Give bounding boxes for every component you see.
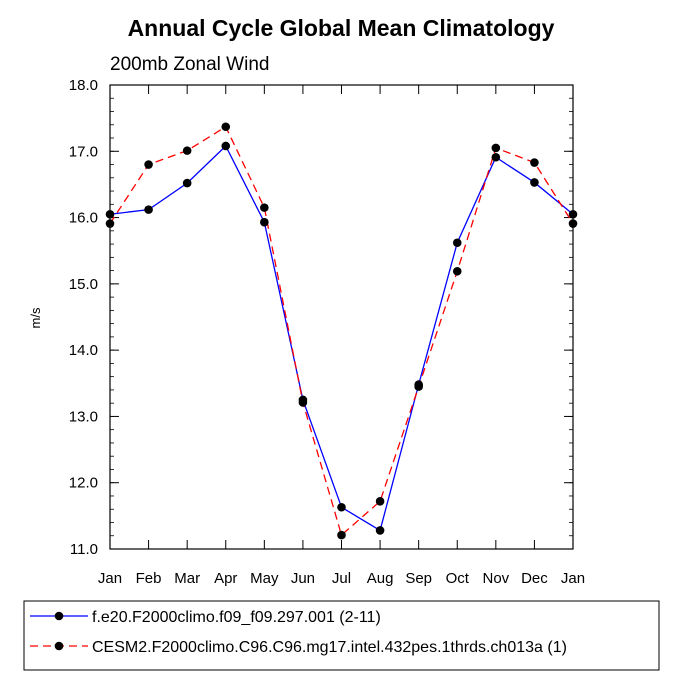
legend: f.e20.F2000climo.f09_f09.297.001 (2-11) C… [30,609,567,656]
chart-subtitle: 200mb Zonal Wind [110,54,269,75]
data-point [260,203,269,212]
data-point [568,219,578,228]
axis-ticks [109,84,574,550]
x-tick-label: Jun [291,570,315,587]
y-tick-label: 16.0 [69,210,98,227]
series-layer [105,122,578,540]
data-point [491,143,501,153]
x-tick-label: Apr [214,570,237,587]
data-point [337,530,346,540]
x-tick-label: Dec [521,570,548,587]
x-tick-label: Aug [367,570,394,587]
legend-label-1: f.e20.F2000climo.f09_f09.297.001 (2-11) [92,609,381,626]
legend-marker [54,611,64,621]
x-tick-label: Oct [446,570,470,587]
x-tick-label: Jul [332,570,351,587]
x-tick-label: Feb [136,570,162,587]
y-tick-label: 12.0 [69,475,98,492]
x-tick-label: Jan [98,570,122,587]
y-tick-label: 18.0 [69,77,98,94]
data-point [221,122,231,132]
x-tick-label: Jan [561,570,585,587]
legend-box [23,600,660,671]
legend-label-2: CESM2.F2000climo.C96.C96.mg17.intel.432p… [92,639,567,656]
data-point [375,526,385,535]
data-point [452,266,462,276]
data-point [221,141,231,151]
data-point [530,178,539,187]
data-point [182,146,192,155]
x-tick-label: Mar [174,570,200,587]
plot-frame [109,84,574,550]
data-point [530,158,539,167]
series-line-1 [109,144,574,532]
x-tick-label: Sep [405,570,432,587]
data-point [452,238,462,248]
y-tick-label: 11.0 [70,541,98,558]
data-point [105,209,115,219]
data-point [298,398,308,407]
y-axis-label: m/s [28,307,43,328]
data-point [491,152,501,162]
data-point [144,205,153,214]
x-tick-label: Nov [482,570,509,587]
data-point [182,178,192,188]
data-point [375,496,385,506]
data-point [568,209,578,219]
chart-title: Annual Cycle Global Mean Climatology [128,15,555,41]
y-tick-labels: 11.0 12.0 13.0 14.0 15.0 16.0 17.0 18.0 [69,77,98,558]
data-point [337,502,346,512]
data-point [144,160,153,169]
x-tick-label: May [250,570,279,587]
y-tick-label: 17.0 [69,143,98,160]
data-point [105,219,115,228]
y-tick-label: 15.0 [69,276,98,293]
data-point [260,217,269,227]
y-tick-label: 14.0 [69,342,98,359]
x-tick-labels: Jan Feb Mar Apr May Jun Jul Aug Sep Oct Nov Dec Jan [98,570,585,587]
legend-marker [54,641,64,651]
y-tick-label: 13.0 [69,408,98,425]
data-point [414,382,423,391]
